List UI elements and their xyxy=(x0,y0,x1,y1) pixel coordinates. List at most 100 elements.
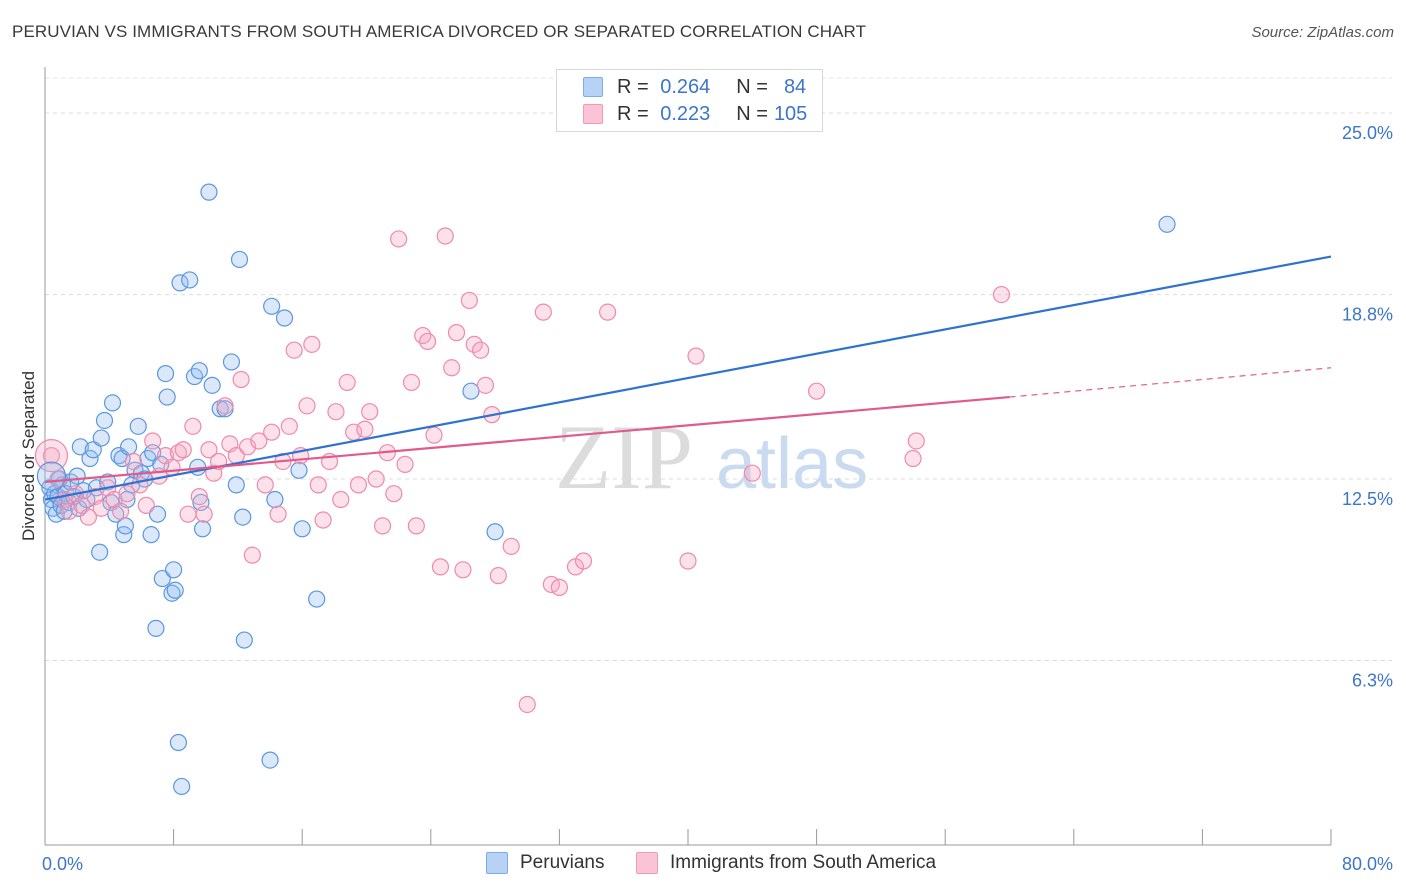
immigrant-point xyxy=(476,376,495,394)
series-label: Peruvians xyxy=(520,852,605,873)
immigrant-point xyxy=(200,441,218,459)
immigrant-point xyxy=(137,496,155,514)
peruvian-point xyxy=(203,376,221,394)
peruvian-point xyxy=(166,581,184,599)
peruvian-trend-line xyxy=(44,255,1332,501)
immigrant-point xyxy=(390,230,408,248)
n-value: 105 xyxy=(773,102,808,125)
r-value: 0.264 xyxy=(660,75,711,98)
peruvian-point xyxy=(119,438,138,456)
immigrant-point xyxy=(303,335,321,353)
watermark: ZIP atlas xyxy=(555,406,868,508)
peruvian-point xyxy=(165,561,183,579)
immigrant-point xyxy=(195,505,213,523)
immigrant-point xyxy=(373,517,392,535)
peruvian-point xyxy=(290,461,308,479)
immigrant-point xyxy=(502,537,520,555)
immigrant-point xyxy=(396,455,414,473)
x-tick-label: 80.0% xyxy=(1342,854,1393,874)
peruvian-point xyxy=(227,476,245,494)
chart-source: Source: ZipAtlas.com xyxy=(1251,24,1394,41)
peruvian-point xyxy=(230,250,249,269)
peruvian-point xyxy=(110,447,128,465)
immigrant-point xyxy=(904,449,922,468)
peruvian-point xyxy=(462,382,480,400)
peruvian-point xyxy=(71,438,89,456)
immigrant-point xyxy=(465,335,483,353)
n-label: N = xyxy=(736,102,768,125)
gridlines xyxy=(45,77,1392,662)
series-swatch-blue xyxy=(486,852,508,874)
immigrant-point xyxy=(436,227,454,245)
immigrant-point xyxy=(361,403,379,421)
immigrant-point xyxy=(79,508,98,526)
immigrant-point xyxy=(431,558,450,576)
watermark-atlas: atlas xyxy=(716,424,868,504)
immigrant-point xyxy=(472,341,490,359)
immigrant-point xyxy=(232,370,250,389)
immigrant-trend-line xyxy=(44,395,1010,484)
peruvian-point xyxy=(266,490,284,509)
y-tick-label: 6.3% xyxy=(1352,671,1393,691)
immigrant-point xyxy=(385,485,403,503)
immigrant-point xyxy=(179,505,197,523)
immigrant-point xyxy=(250,432,268,450)
immigrant-point xyxy=(111,502,130,520)
peruvian-point xyxy=(235,631,253,649)
peruvian-point xyxy=(142,526,160,544)
y-tick-label: 18.8% xyxy=(1342,305,1393,325)
correlation-legend: R = 0.264 N = 84 R = 0.223 N = 105 xyxy=(556,69,823,132)
immigrant-point xyxy=(314,511,332,529)
immigrant-point xyxy=(174,441,192,459)
n-label: N = xyxy=(736,75,768,98)
peruvian-point xyxy=(116,517,134,535)
peruvian-point xyxy=(95,411,114,430)
peruvian-point xyxy=(163,584,181,602)
peruvian-point xyxy=(147,619,165,637)
immigrant-point xyxy=(263,423,281,441)
immigrant-point xyxy=(243,546,261,564)
immigrant-cluster xyxy=(34,439,69,473)
y-axis-title: Divorced or Separated xyxy=(19,371,38,541)
immigrant-point xyxy=(298,397,316,415)
peruvian-point xyxy=(171,274,189,292)
peruvian-point xyxy=(200,183,218,201)
series-legend-immigrants: Immigrants from South America xyxy=(636,852,936,874)
peruvian-point xyxy=(190,362,208,380)
immigrant-point xyxy=(332,490,350,509)
immigrant-point xyxy=(216,397,234,415)
peruvian-point xyxy=(193,520,212,538)
immigrant-point xyxy=(402,373,421,392)
peruvian-point xyxy=(68,467,86,485)
immigrant-point xyxy=(447,324,466,342)
legend-row-immigrants: R = 0.223 N = 105 xyxy=(583,101,807,127)
series-label: Immigrants from South America xyxy=(670,852,937,873)
immigrant-point xyxy=(687,347,705,365)
immigrant-point xyxy=(460,291,478,310)
immigrant-point xyxy=(118,485,136,503)
r-label: R = xyxy=(617,75,649,98)
peruvian-point xyxy=(156,365,175,383)
peruvian-point xyxy=(293,520,311,538)
immigrant-point xyxy=(407,517,425,535)
immigrant-point xyxy=(269,505,287,523)
peruvian-point xyxy=(84,441,102,459)
immigrant-point xyxy=(190,487,208,506)
immigrant-point xyxy=(349,476,368,494)
n-value: 84 xyxy=(783,75,807,98)
immigrant-point xyxy=(743,464,761,482)
immigrant-point xyxy=(285,341,303,359)
peruvian-point xyxy=(158,388,176,406)
r-value: 0.223 xyxy=(660,102,711,125)
peruvian-point xyxy=(129,417,147,435)
peruvian-point xyxy=(263,297,281,315)
immigrant-point xyxy=(163,458,181,476)
series-legend: Peruvians Immigrants from South America xyxy=(0,852,1406,878)
peruvian-point xyxy=(107,505,125,523)
watermark-zip: ZIP xyxy=(555,406,693,508)
immigrant-point xyxy=(309,476,327,494)
peruvian-point xyxy=(115,526,133,544)
immigrant-point xyxy=(338,373,356,392)
chart-title: PERUVIAN VS IMMIGRANTS FROM SOUTH AMERIC… xyxy=(12,22,867,41)
immigrant-point xyxy=(356,420,374,438)
